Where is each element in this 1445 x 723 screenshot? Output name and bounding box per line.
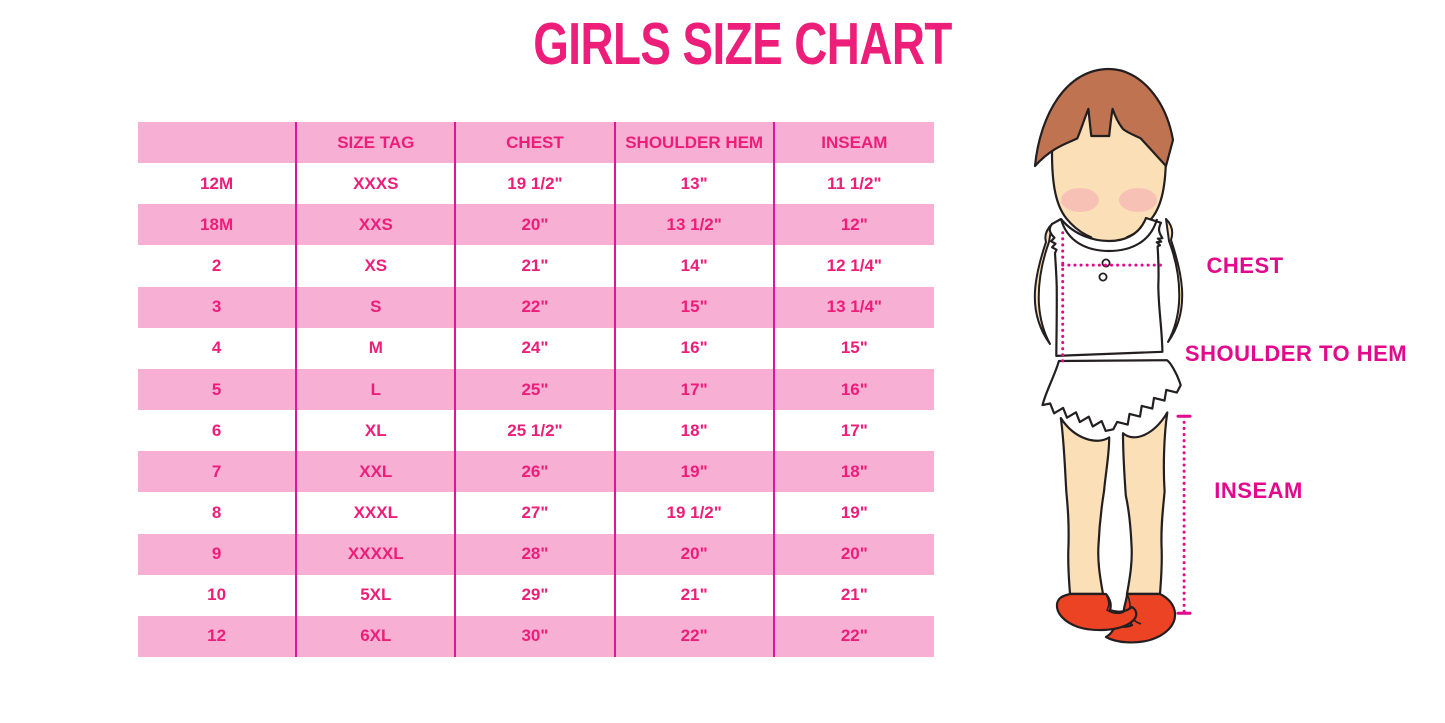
svg-text:CHEST: CHEST xyxy=(1207,253,1284,278)
svg-text:INSEAM: INSEAM xyxy=(1214,478,1303,503)
svg-text:SHOULDER TO HEM: SHOULDER TO HEM xyxy=(1185,341,1407,366)
